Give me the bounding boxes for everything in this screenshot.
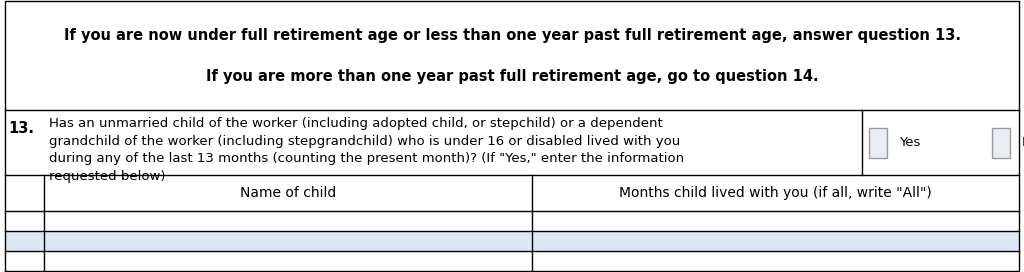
Bar: [44, 231, 532, 251]
Text: No: No: [1022, 136, 1024, 149]
Bar: [862, 110, 1019, 175]
Bar: [5, 110, 862, 175]
Bar: [868, 128, 887, 158]
Text: If you are more than one year past full retirement age, go to question 14.: If you are more than one year past full …: [206, 69, 818, 84]
Bar: [5, 1, 1019, 110]
Bar: [44, 211, 532, 231]
Text: 13.: 13.: [8, 121, 34, 136]
Bar: [5, 211, 44, 231]
Text: grandchild of the worker (including stepgrandchild) who is under 16 or disabled : grandchild of the worker (including step…: [49, 135, 680, 148]
Text: Name of child: Name of child: [240, 186, 336, 200]
Bar: [532, 211, 1019, 231]
Bar: [44, 251, 532, 271]
Text: during any of the last 13 months (counting the present month)? (If "Yes," enter : during any of the last 13 months (counti…: [49, 152, 684, 165]
Bar: [5, 175, 1019, 211]
Bar: [5, 251, 44, 271]
Bar: [991, 128, 1010, 158]
Bar: [532, 231, 1019, 251]
Text: requested below): requested below): [49, 170, 165, 183]
Text: Months child lived with you (if all, write "All"): Months child lived with you (if all, wri…: [620, 186, 932, 200]
Bar: [5, 231, 44, 251]
Text: If you are now under full retirement age or less than one year past full retirem: If you are now under full retirement age…: [63, 28, 961, 43]
Text: Yes: Yes: [899, 136, 921, 149]
Bar: [532, 251, 1019, 271]
Text: Has an unmarried child of the worker (including adopted child, or stepchild) or : Has an unmarried child of the worker (in…: [49, 117, 663, 130]
